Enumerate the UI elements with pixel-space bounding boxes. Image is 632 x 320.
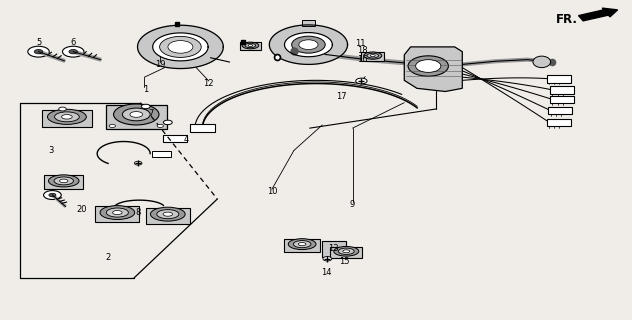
Ellipse shape [334,246,359,256]
Ellipse shape [59,179,68,183]
Polygon shape [153,33,208,61]
Circle shape [59,107,66,111]
Circle shape [44,191,61,199]
Text: 8: 8 [135,208,141,217]
Ellipse shape [112,211,122,215]
Ellipse shape [288,239,316,250]
Text: 12: 12 [204,79,214,88]
Circle shape [323,257,332,261]
Text: 13: 13 [329,244,339,253]
Ellipse shape [291,36,325,53]
Ellipse shape [106,208,128,217]
Bar [190,124,215,132]
Text: 3: 3 [49,146,54,155]
Circle shape [142,104,150,109]
Bar [95,206,140,222]
Ellipse shape [160,36,201,57]
Circle shape [109,124,116,127]
Ellipse shape [168,41,193,53]
Ellipse shape [123,108,150,121]
Circle shape [135,161,142,165]
Ellipse shape [242,42,258,49]
Bar [302,20,315,26]
Circle shape [157,124,164,127]
Ellipse shape [343,250,349,253]
Text: 4: 4 [184,135,190,144]
Bar [284,239,320,252]
Text: 10: 10 [267,188,277,196]
Circle shape [69,50,78,54]
Bar [152,151,171,157]
Text: FR.: FR. [556,13,578,26]
Text: 14: 14 [322,268,332,277]
FancyArrow shape [578,8,617,21]
Ellipse shape [299,40,318,50]
Text: 1: 1 [143,85,149,94]
Text: 16: 16 [356,55,367,64]
Text: 17: 17 [336,92,346,101]
Text: 6: 6 [71,38,76,47]
Ellipse shape [54,177,73,185]
Bar [547,75,571,83]
Ellipse shape [49,175,79,187]
Ellipse shape [100,205,135,220]
Ellipse shape [416,60,441,72]
Bar [164,134,187,142]
Bar [106,105,167,129]
Polygon shape [404,47,462,92]
Ellipse shape [130,112,143,117]
Text: 2: 2 [106,253,111,262]
Text: 20: 20 [76,205,87,214]
Ellipse shape [367,53,379,58]
Polygon shape [138,25,223,68]
Polygon shape [269,25,348,64]
Bar [322,241,346,257]
Text: 19: 19 [155,60,166,69]
Bar [146,208,190,224]
Bar [547,119,571,126]
Circle shape [34,50,43,54]
Ellipse shape [370,54,375,57]
Ellipse shape [248,44,253,46]
Ellipse shape [245,43,256,48]
Ellipse shape [114,104,159,125]
Bar [548,107,572,115]
Text: 5: 5 [36,38,41,47]
Bar [240,43,261,50]
Bar [42,110,92,127]
Ellipse shape [293,241,311,248]
Text: 18: 18 [356,45,367,55]
Circle shape [28,46,49,57]
Bar [550,96,574,103]
Bar [331,247,362,258]
Bar [362,52,384,61]
Circle shape [49,193,56,197]
Polygon shape [284,33,332,57]
Text: 15: 15 [339,258,349,267]
Ellipse shape [54,112,79,122]
Bar [44,175,83,189]
Ellipse shape [533,56,550,68]
Ellipse shape [163,212,173,216]
Ellipse shape [338,248,354,254]
Bar [550,86,574,94]
Ellipse shape [47,109,87,124]
Text: 9: 9 [350,200,355,209]
Circle shape [356,78,367,84]
Circle shape [63,46,84,57]
Circle shape [164,120,173,124]
Text: 7: 7 [148,109,154,118]
Text: 11: 11 [355,39,365,48]
Ellipse shape [408,56,449,76]
Ellipse shape [150,207,185,221]
Ellipse shape [298,243,306,246]
Ellipse shape [364,52,382,59]
Ellipse shape [61,115,72,119]
Ellipse shape [157,210,179,219]
